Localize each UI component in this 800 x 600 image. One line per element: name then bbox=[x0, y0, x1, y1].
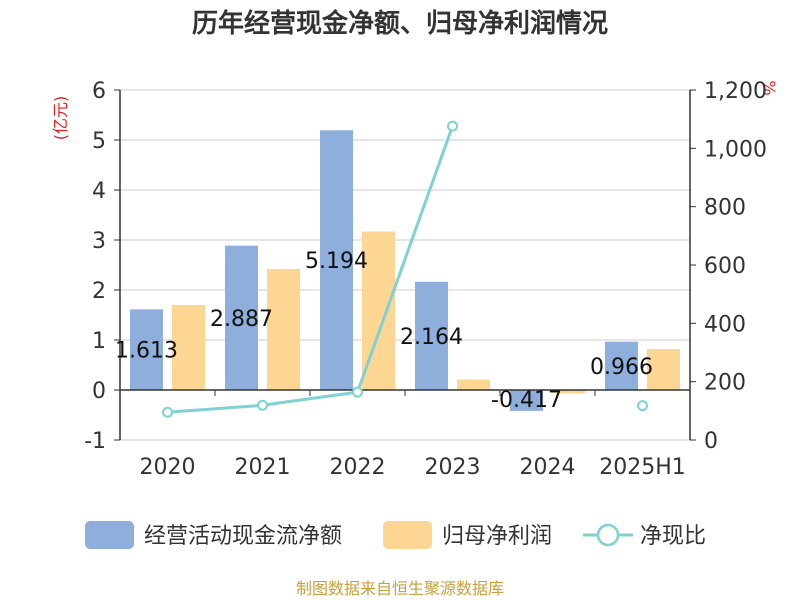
ratio-point bbox=[162, 406, 173, 418]
chart-title: 历年经营现金净额、归母净利润情况 bbox=[192, 8, 608, 39]
right-tick-label: 1,200 bbox=[704, 79, 767, 104]
bar-net-profit bbox=[172, 305, 205, 390]
bar-cash-flow bbox=[225, 245, 258, 390]
right-tick-label: 0 bbox=[704, 429, 718, 454]
left-tick-label: -1 bbox=[84, 429, 106, 454]
cash-flow-data-label: -0.417 bbox=[491, 388, 562, 413]
source-note: 制图数据来自恒生聚源数据库 bbox=[296, 579, 504, 598]
bar-cash-flow bbox=[415, 281, 448, 390]
left-tick-label: 4 bbox=[92, 179, 106, 204]
ratio-point bbox=[637, 400, 648, 412]
right-tick-label: 600 bbox=[704, 254, 746, 279]
bar-net-profit bbox=[457, 379, 490, 390]
legend-label-ratio: 净现比 bbox=[640, 524, 706, 549]
legend-swatch-net-profit bbox=[383, 521, 432, 549]
category-label: 2025H1 bbox=[599, 455, 686, 480]
category-label: 2021 bbox=[235, 455, 291, 480]
bar-cash-flow bbox=[510, 390, 543, 411]
left-tick-label: 5 bbox=[92, 129, 106, 154]
ratio-point bbox=[352, 386, 363, 398]
legend-swatch-ratio-point bbox=[596, 523, 620, 547]
bar-cash-flow bbox=[320, 130, 353, 391]
legend: 经营活动现金流净额 归母净利润 净现比 bbox=[85, 521, 706, 549]
cash-flow-data-label: 2.887 bbox=[210, 307, 273, 332]
category-label: 2023 bbox=[425, 455, 481, 480]
category-label: 2024 bbox=[520, 455, 576, 480]
legend-label-net-profit: 归母净利润 bbox=[442, 524, 552, 549]
ratio-point bbox=[257, 399, 268, 411]
left-tick-label: 0 bbox=[92, 379, 106, 404]
bar-net-profit bbox=[267, 269, 300, 390]
category-label: 2020 bbox=[140, 455, 196, 480]
bars bbox=[130, 130, 680, 411]
bar-net-profit bbox=[647, 349, 680, 390]
left-tick-label: 2 bbox=[92, 279, 106, 304]
cash-flow-data-label: 5.194 bbox=[305, 249, 368, 274]
left-axis-unit: (亿元) bbox=[51, 96, 70, 141]
grid bbox=[120, 89, 690, 441]
left-tick-label: 6 bbox=[92, 79, 106, 104]
cash-flow-data-label: 1.613 bbox=[115, 339, 178, 364]
right-tick-label: 400 bbox=[704, 312, 746, 337]
legend-swatch-cash-flow bbox=[85, 521, 134, 549]
bar-net-profit bbox=[552, 390, 585, 394]
right-tick-label: 200 bbox=[704, 371, 746, 396]
category-label: 2022 bbox=[330, 455, 386, 480]
ratio-line bbox=[162, 120, 648, 418]
left-tick-label: 1 bbox=[92, 329, 106, 354]
right-tick-label: 800 bbox=[704, 196, 746, 221]
cash-flow-data-label: 2.164 bbox=[400, 325, 463, 350]
bar-cash-flow bbox=[605, 341, 638, 390]
ratio-point bbox=[447, 120, 458, 132]
right-tick-label: 1,000 bbox=[704, 137, 767, 162]
ratio-line-path bbox=[167, 125, 454, 414]
cash-flow-data-label: 0.966 bbox=[590, 355, 653, 380]
axes: -1 0 1 2 3 4 5 6 0 200 400 600 800 1,000 1,200 2020 2021… bbox=[84, 79, 767, 480]
legend-label-cash-flow: 经营活动现金流净额 bbox=[144, 524, 342, 549]
left-tick-label: 3 bbox=[92, 229, 106, 254]
data-labels: 1.613 2.887 5.194 2.164 -0.417 0.966 bbox=[115, 249, 653, 413]
right-axis-unit: % bbox=[760, 80, 779, 95]
bar-cash-flow bbox=[130, 309, 163, 390]
